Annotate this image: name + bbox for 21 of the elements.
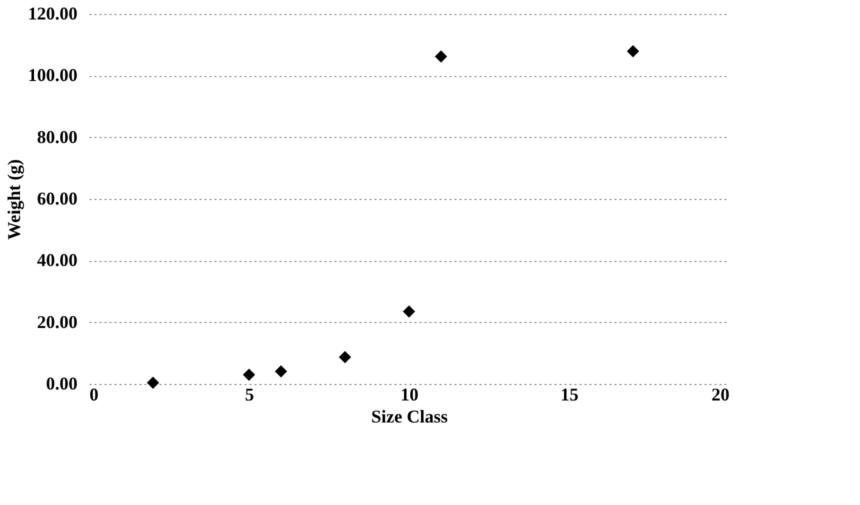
y-tick-label: 60.00 [37, 188, 78, 208]
x-tick-label: 15 [560, 384, 578, 404]
point [146, 376, 160, 389]
x-tick-label: 5 [245, 384, 254, 404]
y-tick-label: 20.00 [37, 312, 78, 332]
x-tick-label: 0 [90, 384, 98, 404]
point [434, 50, 448, 63]
point [338, 351, 352, 364]
point [626, 45, 640, 58]
y-tick-label: 80.00 [37, 126, 78, 147]
y-tick-label: 120.00 [28, 4, 78, 24]
point [402, 305, 416, 318]
x-tick-label: 10 [400, 384, 418, 404]
y-tick-label: 40.00 [37, 250, 78, 270]
y-tick-label: 0.00 [46, 374, 78, 394]
point [242, 368, 256, 381]
x-axis-title: Size Class [371, 406, 448, 426]
x-tick-label: 20 [712, 384, 730, 404]
y-tick-label: 100.00 [28, 65, 78, 86]
y-axis-title: Weight (g) [4, 159, 24, 240]
point [274, 365, 288, 378]
